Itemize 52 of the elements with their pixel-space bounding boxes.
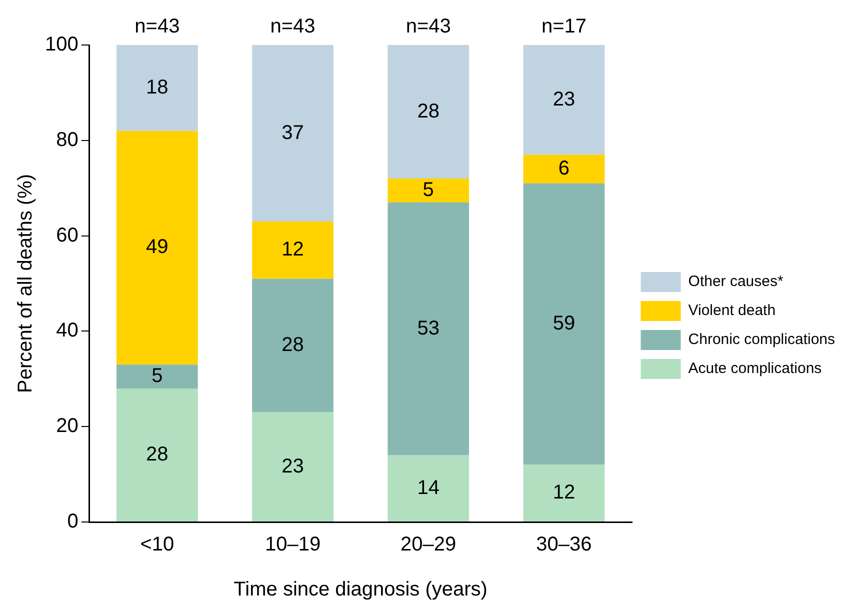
data-label: 23 <box>552 88 576 110</box>
bar <box>252 278 334 412</box>
data-label: 59 <box>552 312 576 335</box>
data-label: 5 <box>422 179 434 201</box>
bar <box>523 183 605 465</box>
bar <box>116 45 198 131</box>
y-tick-label: 40 <box>56 320 78 342</box>
legend-label: Violent death <box>688 302 776 320</box>
x-tick-label: 20–29 <box>400 534 456 556</box>
data-label: 14 <box>417 476 440 499</box>
y-axis-title: Percent of all deaths (%) <box>14 174 37 393</box>
data-label: 28 <box>146 443 168 466</box>
data-label: 49 <box>146 236 168 258</box>
bar <box>388 202 470 456</box>
data-label: 18 <box>146 76 168 98</box>
bar <box>523 154 605 184</box>
y-tick-label: 60 <box>56 224 78 246</box>
bar <box>116 388 198 522</box>
data-label: 37 <box>282 122 304 144</box>
legend-label: Acute complications <box>688 360 822 378</box>
bar <box>116 364 198 388</box>
data-label: 6 <box>558 158 570 180</box>
data-label: 23 <box>282 455 304 478</box>
legend-label: Other causes* <box>688 273 784 290</box>
text: n=43 <box>270 16 316 38</box>
y-tick-label: 0 <box>67 510 78 533</box>
bar <box>523 464 605 522</box>
bar <box>116 130 198 365</box>
x-axis-title: Time since diagnosis (years) <box>234 578 488 601</box>
bar <box>388 178 470 202</box>
data-label: 12 <box>282 238 304 261</box>
text: n=17 <box>541 16 587 38</box>
x-tick-label: 10–19 <box>264 534 321 556</box>
x-tick-label: <10 <box>140 534 174 556</box>
y-tick-label: 80 <box>56 128 78 151</box>
text: n=43 <box>406 16 451 38</box>
data-label: 28 <box>417 100 440 122</box>
bar <box>252 45 334 222</box>
x-tick-label: 30–36 <box>536 534 592 556</box>
text: n=43 <box>134 16 180 38</box>
legend-label: Chronic complications <box>688 331 836 348</box>
bar <box>252 412 334 522</box>
y-tick-label: 100 <box>44 34 78 56</box>
data-label: 53 <box>417 317 440 340</box>
data-label: 12 <box>552 482 576 504</box>
bar <box>388 45 470 179</box>
bar <box>252 221 334 279</box>
data-label: 28 <box>282 334 304 356</box>
bar <box>388 455 470 522</box>
y-tick-label: 20 <box>56 415 78 438</box>
bar <box>523 45 605 155</box>
data-label: 5 <box>152 365 163 388</box>
